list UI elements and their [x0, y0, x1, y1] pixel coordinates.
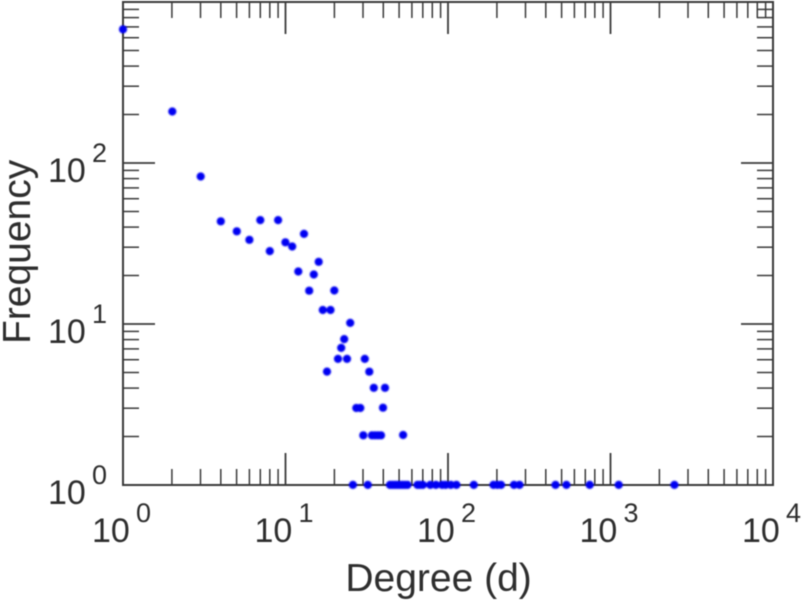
svg-text:10: 10	[92, 512, 130, 550]
svg-text:2: 2	[92, 138, 107, 168]
svg-text:10: 10	[48, 474, 86, 512]
svg-text:4: 4	[786, 498, 801, 528]
svg-text:0: 0	[92, 460, 107, 490]
svg-text:Frequency: Frequency	[0, 159, 39, 344]
svg-text:10: 10	[48, 313, 86, 351]
svg-text:Degree (d): Degree (d)	[345, 557, 531, 600]
svg-text:10: 10	[742, 512, 780, 550]
svg-text:10: 10	[417, 512, 455, 550]
svg-text:10: 10	[580, 512, 618, 550]
svg-text:1: 1	[299, 498, 314, 528]
svg-text:0: 0	[136, 498, 151, 528]
svg-text:1: 1	[92, 299, 107, 329]
svg-text:2: 2	[461, 498, 476, 528]
svg-text:10: 10	[255, 512, 293, 550]
svg-text:3: 3	[624, 498, 639, 528]
svg-text:10: 10	[48, 152, 86, 190]
